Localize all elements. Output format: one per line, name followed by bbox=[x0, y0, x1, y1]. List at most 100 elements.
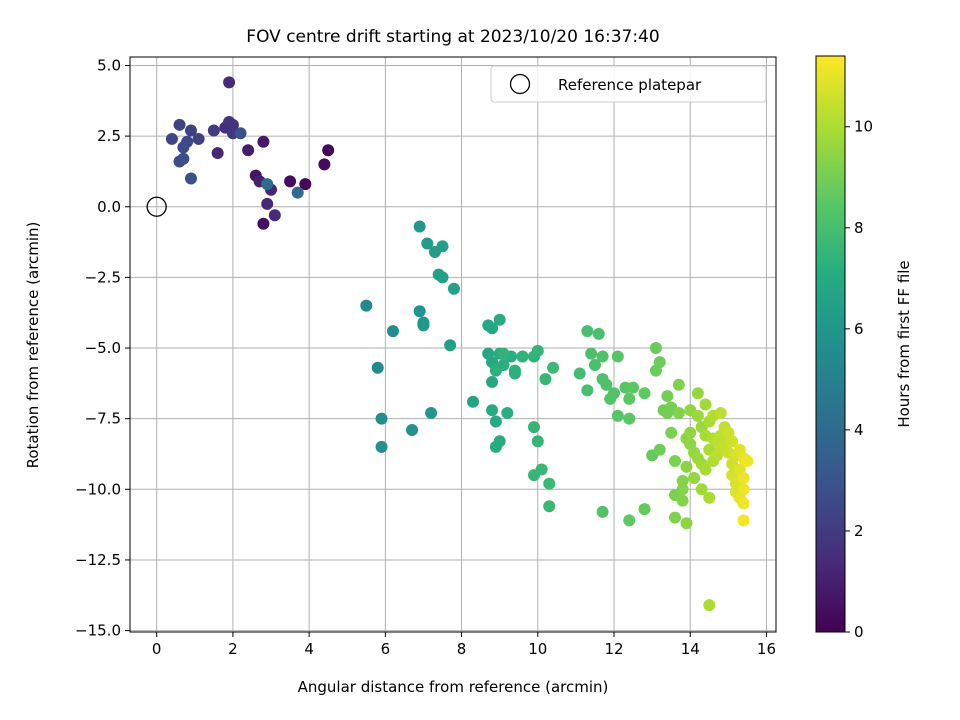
data-point bbox=[322, 144, 335, 157]
data-point bbox=[184, 172, 197, 185]
colorbar-label: Hours from first FF file bbox=[895, 260, 913, 427]
colorbar-tick-label: 6 bbox=[854, 320, 864, 338]
data-point bbox=[680, 460, 693, 473]
data-point bbox=[531, 435, 544, 448]
data-point bbox=[493, 435, 506, 448]
data-point bbox=[543, 500, 556, 513]
colorbar-tick-label: 10 bbox=[854, 118, 873, 136]
data-point bbox=[547, 361, 560, 374]
data-point bbox=[581, 384, 594, 397]
data-point bbox=[588, 358, 601, 371]
data-point bbox=[436, 271, 449, 284]
data-point bbox=[684, 426, 697, 439]
data-point bbox=[375, 412, 388, 425]
data-point bbox=[177, 141, 190, 154]
x-tick-label: 2 bbox=[228, 640, 238, 658]
y-axis-ticks: 5.0 2.5 0.0 −2.5 −5.0 −7.5 −10.0 −12.5 −15.0 bbox=[75, 56, 130, 640]
data-point bbox=[211, 147, 224, 160]
data-point bbox=[691, 387, 704, 400]
data-point bbox=[737, 483, 750, 496]
colorbar-tick-label: 4 bbox=[854, 421, 864, 439]
data-point bbox=[680, 517, 693, 530]
y-tick-label: −2.5 bbox=[85, 268, 121, 286]
legend: Reference platepar bbox=[490, 65, 767, 103]
legend-label: Reference platepar bbox=[558, 76, 702, 94]
data-point bbox=[284, 175, 297, 188]
x-tick-label: 6 bbox=[381, 640, 391, 658]
x-tick-label: 14 bbox=[681, 640, 700, 658]
x-axis-label: Angular distance from reference (arcmin) bbox=[298, 678, 609, 696]
data-point bbox=[516, 350, 529, 363]
data-point bbox=[497, 347, 510, 360]
data-point bbox=[703, 491, 716, 504]
reference-platepar-marker bbox=[146, 196, 167, 217]
y-tick-label: −10.0 bbox=[75, 480, 121, 498]
data-point bbox=[527, 421, 540, 434]
data-point bbox=[261, 197, 274, 210]
data-point bbox=[493, 313, 506, 326]
data-point bbox=[649, 342, 662, 355]
data-point bbox=[661, 390, 674, 403]
data-point bbox=[192, 132, 205, 145]
data-point bbox=[486, 375, 499, 388]
data-point bbox=[638, 387, 651, 400]
data-point bbox=[623, 392, 636, 405]
data-point bbox=[726, 435, 739, 448]
data-point bbox=[291, 186, 304, 199]
data-point bbox=[676, 494, 689, 507]
data-point bbox=[177, 152, 190, 165]
data-point bbox=[184, 124, 197, 137]
data-point bbox=[627, 381, 640, 394]
data-point bbox=[737, 472, 750, 485]
colorbar-ticks: 0 2 4 6 8 10 bbox=[845, 118, 873, 641]
colorbar: 0 2 4 6 8 10 Hours from first FF file bbox=[815, 55, 913, 641]
data-point bbox=[318, 158, 331, 171]
data-point bbox=[608, 387, 621, 400]
data-point bbox=[371, 361, 384, 374]
x-tick-label: 12 bbox=[604, 640, 623, 658]
data-point bbox=[508, 367, 521, 380]
data-point bbox=[737, 514, 750, 527]
data-point bbox=[360, 299, 373, 312]
data-points bbox=[146, 76, 754, 612]
data-point bbox=[223, 115, 236, 128]
data-point bbox=[669, 511, 682, 524]
y-tick-label: 2.5 bbox=[97, 127, 121, 145]
plot-frame bbox=[129, 56, 777, 633]
data-point bbox=[444, 339, 457, 352]
data-point bbox=[623, 514, 636, 527]
data-point bbox=[543, 477, 556, 490]
x-tick-label: 16 bbox=[757, 640, 776, 658]
data-point bbox=[638, 503, 651, 516]
data-point bbox=[417, 319, 430, 332]
chart-title: FOV centre drift starting at 2023/10/20 … bbox=[246, 27, 659, 47]
data-point bbox=[695, 483, 708, 496]
data-point bbox=[691, 409, 704, 422]
y-tick-label: −12.5 bbox=[75, 551, 121, 569]
data-point bbox=[489, 415, 502, 428]
y-tick-label: −7.5 bbox=[85, 410, 121, 428]
data-point bbox=[596, 505, 609, 518]
data-point bbox=[207, 124, 220, 137]
data-point bbox=[421, 237, 434, 250]
data-point bbox=[573, 367, 586, 380]
data-point bbox=[676, 483, 689, 496]
colorbar-tick-label: 2 bbox=[854, 522, 864, 540]
y-tick-label: 5.0 bbox=[97, 56, 121, 74]
data-point bbox=[413, 305, 426, 318]
data-point bbox=[611, 409, 624, 422]
data-point bbox=[268, 209, 281, 222]
data-point bbox=[257, 217, 270, 230]
data-point bbox=[489, 364, 502, 377]
data-point bbox=[581, 325, 594, 338]
data-point bbox=[436, 240, 449, 253]
y-tick-label: −5.0 bbox=[85, 339, 121, 357]
x-tick-label: 10 bbox=[528, 640, 547, 658]
x-tick-label: 8 bbox=[457, 640, 467, 658]
data-point bbox=[467, 395, 480, 408]
data-point bbox=[261, 178, 274, 191]
data-point bbox=[375, 440, 388, 453]
data-point bbox=[165, 132, 178, 145]
data-point bbox=[234, 127, 247, 140]
y-tick-label: 0.0 bbox=[97, 198, 121, 216]
